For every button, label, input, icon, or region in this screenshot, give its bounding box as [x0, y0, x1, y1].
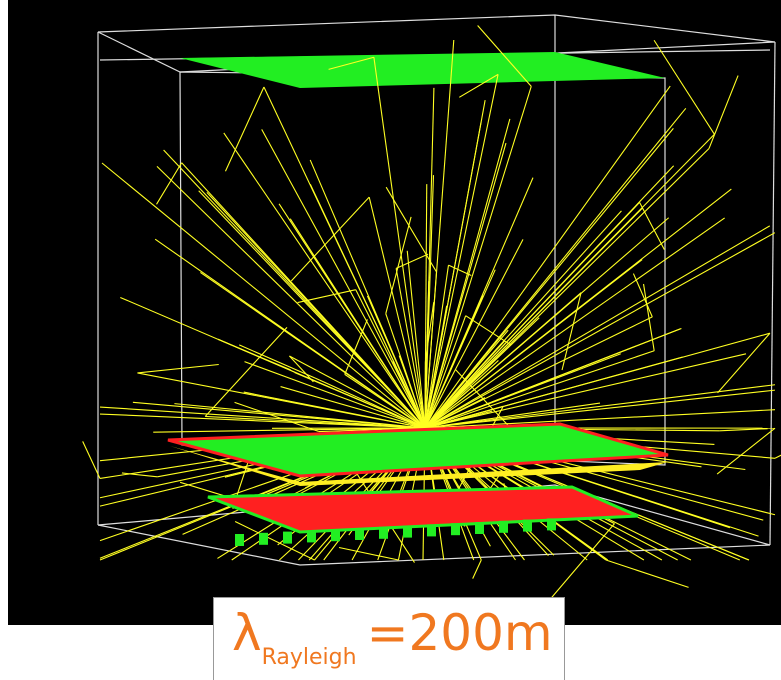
sensor — [451, 523, 460, 535]
detector-view — [0, 0, 781, 625]
sensor — [259, 533, 268, 545]
sensor — [355, 528, 364, 540]
sensor — [427, 524, 436, 536]
sensor — [235, 534, 244, 546]
lambda: λ — [232, 604, 262, 662]
value: =200m — [367, 604, 553, 662]
sensor — [379, 527, 388, 539]
sensor — [499, 521, 508, 533]
sensor — [523, 520, 532, 532]
sensor — [547, 518, 556, 530]
sensor — [403, 526, 412, 538]
sensor — [307, 530, 316, 542]
caption: λRayleigh =200m — [213, 597, 565, 680]
subscript: Rayleigh — [262, 645, 357, 670]
sensor — [283, 532, 292, 544]
sensor — [331, 529, 340, 541]
sensor — [475, 522, 484, 534]
page: λRayleigh =200m — [0, 0, 781, 680]
